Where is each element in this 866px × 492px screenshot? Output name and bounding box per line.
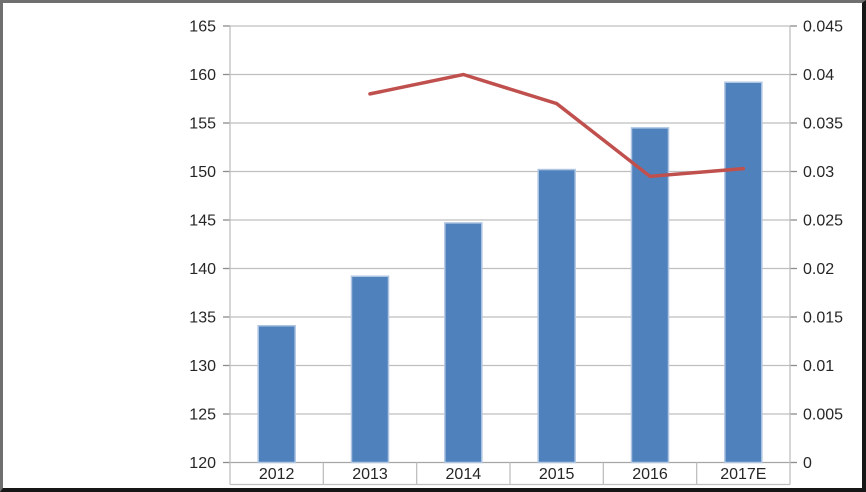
left-axis-tick-label: 150 (189, 164, 216, 181)
bar (630, 127, 670, 464)
left-axis-tick-label: 140 (189, 261, 216, 278)
right-axis-tick-label: 0.045 (803, 19, 843, 36)
left-axis-tick-label: 155 (189, 116, 216, 133)
bar (444, 222, 483, 464)
left-axis-tick-label: 165 (189, 19, 216, 36)
left-axis-tick-label: 120 (189, 455, 216, 472)
bar (350, 275, 390, 464)
bar (537, 168, 576, 464)
bar (724, 81, 763, 464)
right-axis-tick-label: 0 (803, 455, 812, 472)
left-axis-tick-label: 130 (189, 358, 216, 375)
right-axis-tick-label: 0.015 (803, 310, 843, 327)
right-axis-tick-label: 0.04 (803, 67, 834, 84)
right-axis-tick-label: 0.02 (803, 261, 834, 278)
left-axis-tick-label: 160 (189, 67, 216, 84)
left-axis-tick-label: 125 (189, 407, 216, 424)
bar (257, 324, 296, 464)
right-axis-tick-label: 0.03 (803, 164, 834, 181)
category-label: 2015 (539, 466, 575, 483)
right-axis-tick-label: 0.01 (803, 358, 834, 375)
left-axis-tick-label: 135 (189, 310, 216, 327)
category-label: 2017E (720, 466, 766, 483)
right-axis-tick-label: 0.025 (803, 213, 843, 230)
combo-chart: 165 0.045 160 0.04 155 0.035 150 0.03 145 0.025 14… (189, 19, 843, 486)
category-label: 2012 (259, 466, 295, 483)
left-axis-tick-label: 145 (189, 213, 216, 230)
right-axis-tick-label: 0.005 (803, 407, 843, 424)
category-label: 2014 (446, 466, 482, 483)
category-label: 2013 (352, 466, 388, 483)
trend-line (368, 72, 746, 179)
category-label: 2016 (632, 466, 668, 483)
right-axis-tick-label: 0.035 (803, 116, 843, 133)
